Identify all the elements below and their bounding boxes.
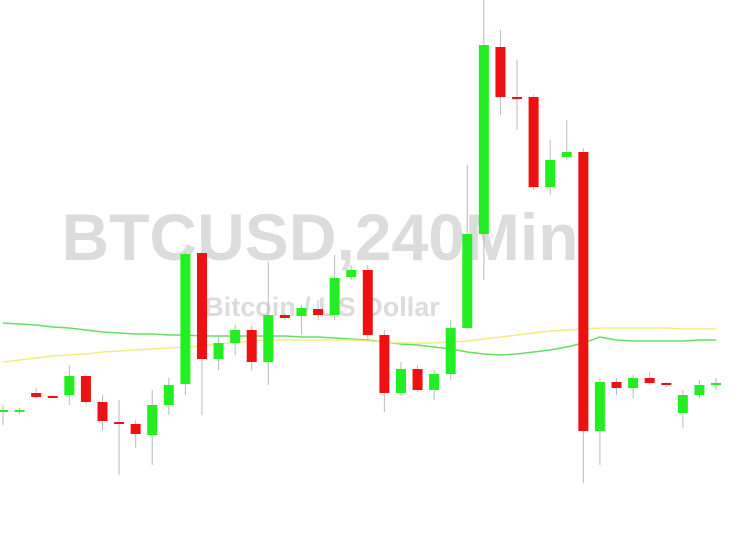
candle-body xyxy=(64,376,75,395)
candle-body xyxy=(114,422,125,424)
candle-body xyxy=(412,369,423,390)
candle-body xyxy=(246,330,257,362)
candle-body xyxy=(528,97,539,187)
watermark-subtitle: Bitcoin / US Dollar xyxy=(204,292,440,322)
candle-body xyxy=(495,47,506,97)
candle-body xyxy=(163,385,174,405)
candle-body xyxy=(462,234,473,328)
candle-body xyxy=(478,45,489,234)
candle-body xyxy=(130,424,141,434)
candle-body xyxy=(694,385,705,395)
candle-body xyxy=(230,330,241,343)
candle-body xyxy=(395,369,406,393)
candle-body xyxy=(279,315,290,318)
candle-body xyxy=(661,383,672,385)
candle-body xyxy=(346,270,357,277)
watermark-title: BTCUSD,240Min xyxy=(61,200,578,274)
candle-body xyxy=(0,410,8,412)
candle-body xyxy=(594,382,605,431)
candle-body xyxy=(47,396,58,398)
candle-body xyxy=(80,376,91,402)
candle-body xyxy=(429,374,440,390)
candle-body xyxy=(561,152,572,157)
candle-body xyxy=(445,328,456,374)
moving-average xyxy=(2,327,716,363)
candle-body xyxy=(512,97,523,99)
candle-body xyxy=(711,383,721,385)
candle-body xyxy=(97,402,108,421)
candle-body xyxy=(362,270,373,335)
candle-body xyxy=(147,405,158,435)
moving-average xyxy=(2,322,716,356)
candle-body xyxy=(296,308,307,316)
candle-body xyxy=(578,152,589,431)
candle-body xyxy=(313,309,324,315)
candle-body xyxy=(611,382,622,388)
candle-body xyxy=(628,378,639,388)
candle-body xyxy=(644,378,655,383)
candle-body xyxy=(14,410,25,412)
candle-body xyxy=(545,160,556,187)
candle-body xyxy=(196,253,207,359)
candle-body xyxy=(213,343,224,359)
candle-body xyxy=(180,254,191,384)
candle-body xyxy=(379,335,390,393)
candle-body xyxy=(329,278,340,315)
candle-body xyxy=(677,395,688,413)
candle-body xyxy=(31,393,42,397)
candle-body xyxy=(263,315,274,362)
